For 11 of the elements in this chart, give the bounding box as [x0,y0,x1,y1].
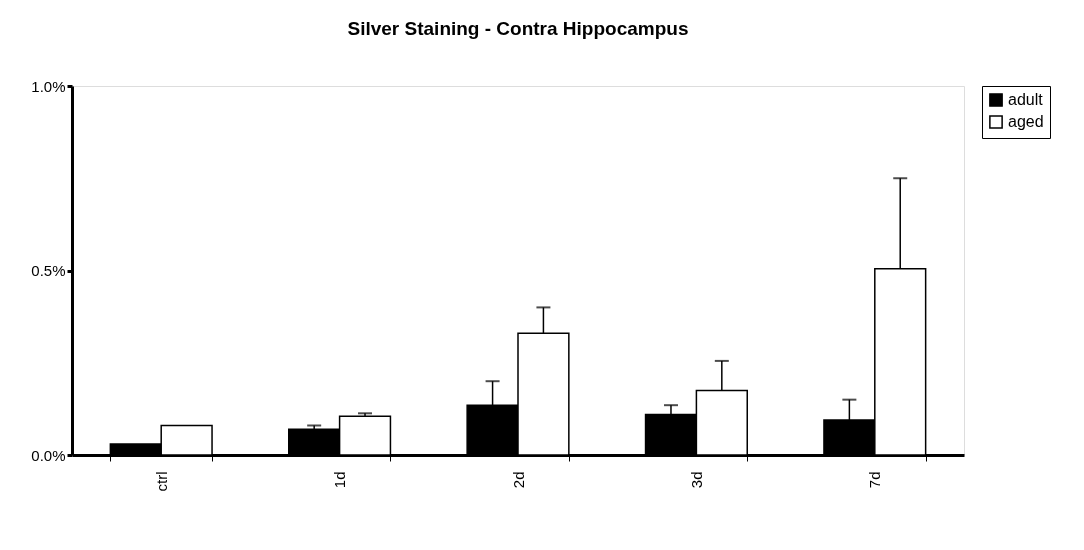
y-tick-label: 1.0% [31,77,66,95]
y-tick-label: 0.0% [31,446,66,464]
legend-label: aged [1008,113,1044,130]
chart-title: Silver Staining - Contra Hippocampus [347,18,689,39]
y-tick-label: 0.5% [31,262,66,279]
x-tick-label: 3d [687,471,705,489]
x-tick-label: ctrl [152,471,170,492]
x-tick-label: 7d [866,471,884,489]
x-tick-label: 2d [509,471,527,489]
x-tick-label: 1d [331,471,349,489]
legend-label: adult [1008,91,1044,108]
